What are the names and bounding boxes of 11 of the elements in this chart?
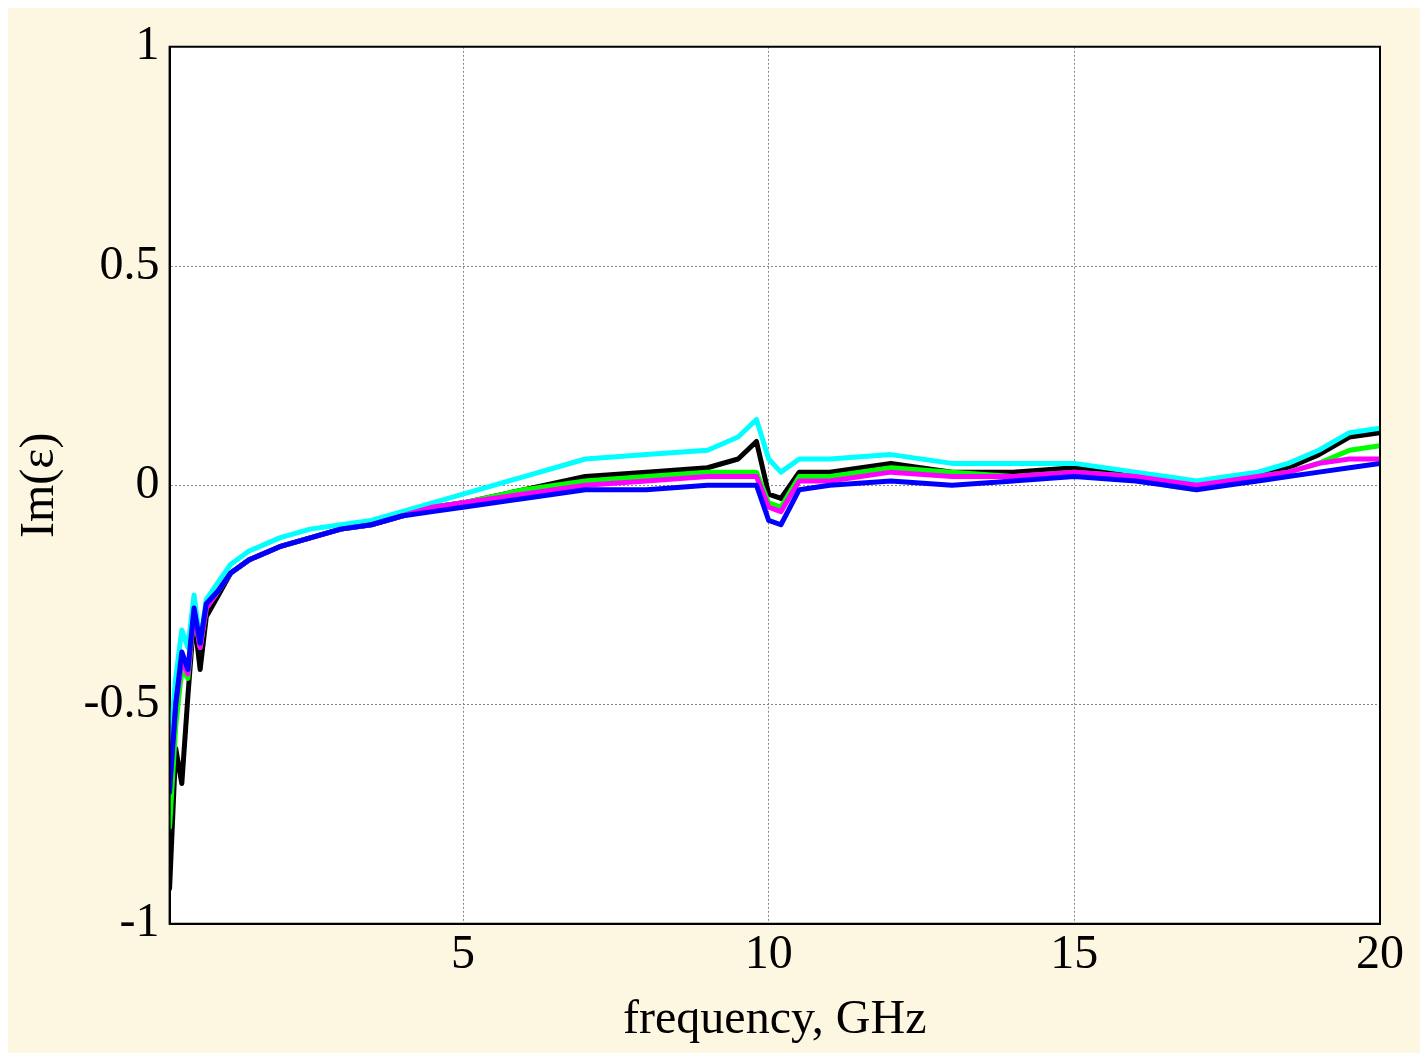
y-axis-title: Im(ε) [10,432,65,539]
x-tick-label: 5 [451,925,476,979]
x-tick-label: 10 [744,925,793,979]
x-tick-label: 20 [1356,925,1404,979]
y-tick-label: 0 [135,454,160,508]
x-axis-title: frequency, GHz [623,989,927,1043]
y-tick-label: -1 [119,893,160,947]
y-tick-label: -0.5 [83,674,160,728]
y-tick-label: 0.5 [99,235,160,289]
y-tick-label: 1 [135,16,160,70]
x-tick-label: 15 [1050,925,1099,979]
